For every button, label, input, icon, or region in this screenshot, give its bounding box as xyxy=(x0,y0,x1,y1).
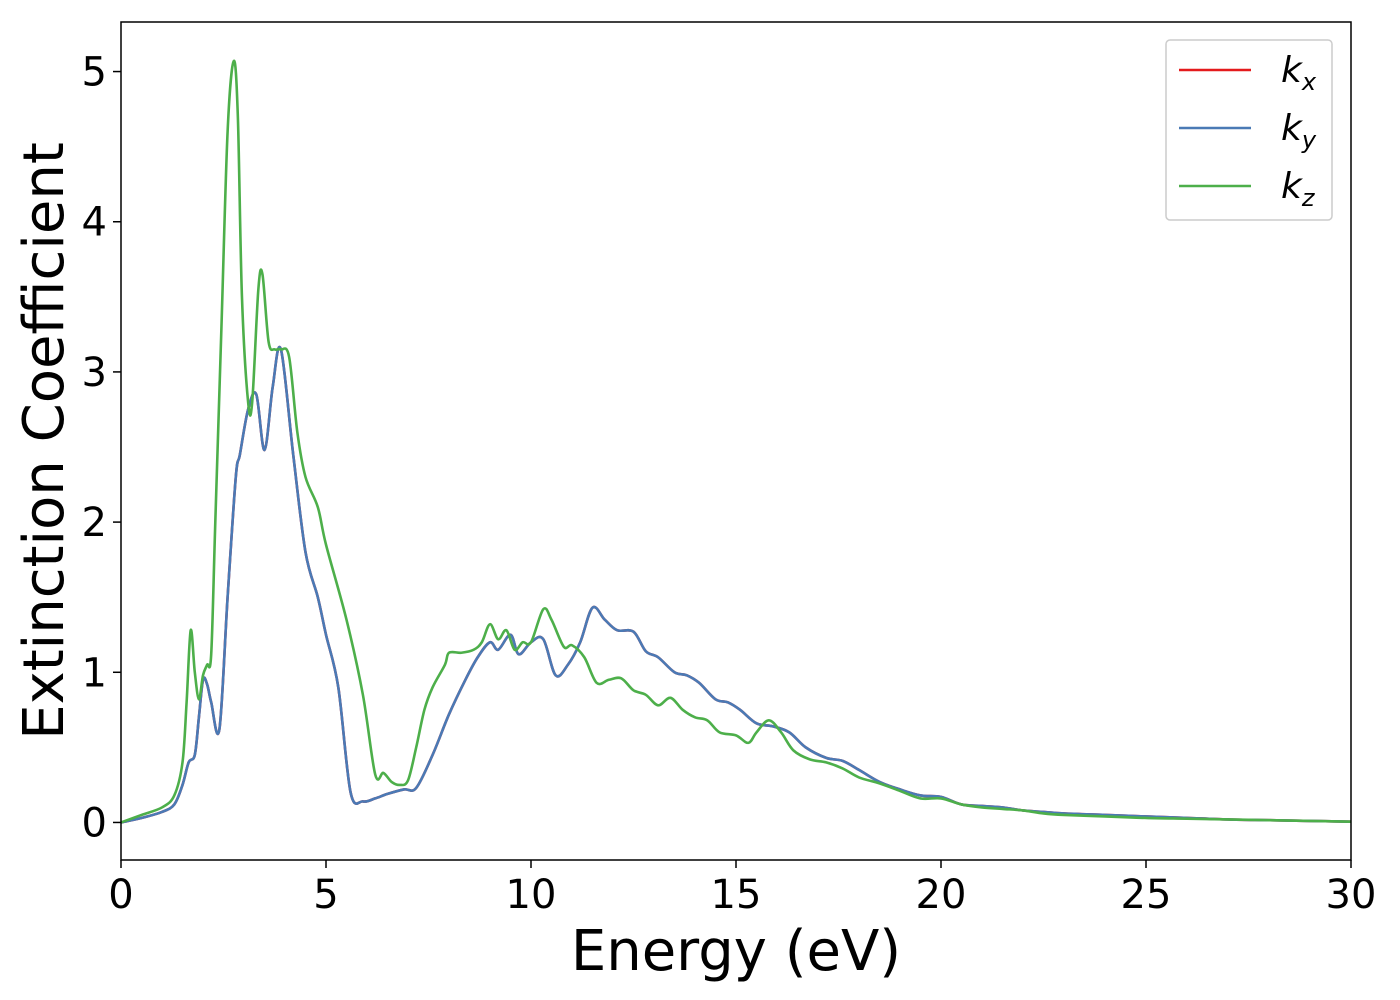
x-tick-label: 10 xyxy=(506,872,557,918)
x-tick-label: 15 xyxy=(711,872,762,918)
x-axis-label: Energy (eV) xyxy=(571,919,901,984)
x-tick-label: 30 xyxy=(1326,872,1377,918)
plot-area xyxy=(121,22,1351,860)
y-tick-label: 1 xyxy=(82,650,107,696)
y-axis-label: Extinction Coefficient xyxy=(12,142,77,740)
y-tick-label: 0 xyxy=(82,800,107,846)
legend-frame xyxy=(1165,39,1333,221)
legend-label-k-z: kz xyxy=(1281,166,1316,212)
legend: kx ky kz xyxy=(1165,39,1333,221)
y-tick-label: 4 xyxy=(82,200,107,246)
x-tick-label: 20 xyxy=(916,872,967,918)
y-tick-label: 5 xyxy=(82,50,107,96)
y-tick-label: 2 xyxy=(82,500,107,546)
legend-label-k-y: ky xyxy=(1281,108,1317,154)
x-tick-label: 5 xyxy=(313,872,338,918)
x-tick-label: 25 xyxy=(1121,872,1172,918)
series-line-k-z xyxy=(120,59,1352,824)
x-ticks: 0 5 10 15 20 25 30 xyxy=(108,860,1376,918)
series-group xyxy=(120,59,1352,824)
legend-label-k-x: kx xyxy=(1281,50,1317,96)
x-tick-label: 0 xyxy=(108,872,133,918)
y-tick-label: 3 xyxy=(82,350,107,396)
y-ticks: 0 1 2 3 4 5 xyxy=(82,50,121,846)
